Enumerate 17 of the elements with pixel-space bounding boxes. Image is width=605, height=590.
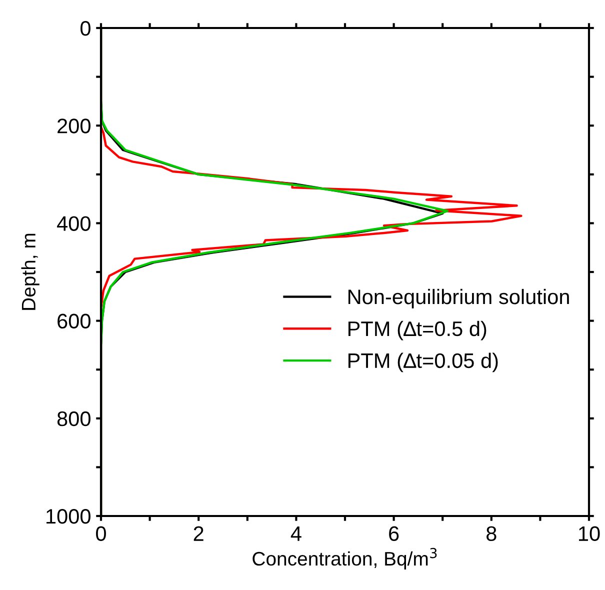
y-axis-title: Depth, m	[21, 234, 40, 310]
legend-label: PTM (∆t=0.5 d)	[348, 320, 486, 340]
x-axis-title: Concentration, Bq/m$^{3}$	[252, 548, 437, 570]
y-tick-label: 200	[58, 118, 90, 134]
y-tick-label: 400	[57, 216, 90, 231]
y-tick-label: 1000	[46, 509, 90, 524]
x-tick-label: 8	[486, 526, 496, 542]
y-tick-label: 600	[58, 314, 90, 329]
legend-label: Non-equilibrium solution	[348, 288, 569, 308]
legend-label: PTM (∆t=0.05 d)	[348, 352, 498, 372]
x-tick-label: 2	[194, 526, 204, 541]
y-tick-label: 0	[80, 21, 90, 36]
x-tick-label: 0	[96, 526, 106, 542]
x-tick-label: 10	[579, 526, 600, 542]
x-tick-label: 6	[389, 526, 399, 542]
x-tick-label: 4	[290, 526, 302, 541]
y-tick-label: 800	[57, 411, 90, 426]
